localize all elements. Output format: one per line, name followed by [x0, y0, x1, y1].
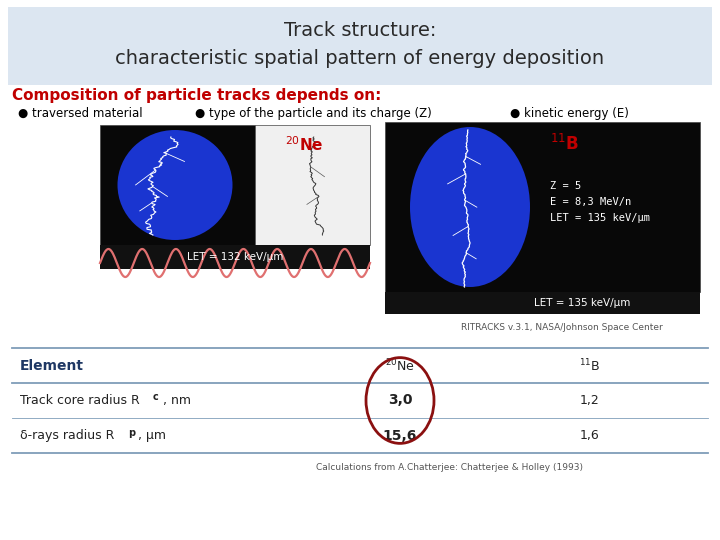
Text: 1,2: 1,2 [580, 394, 600, 407]
Text: Track core radius R: Track core radius R [20, 394, 140, 407]
Ellipse shape [410, 127, 530, 287]
Bar [8, 7, 712, 85]
Bar [385, 292, 700, 314]
Text: , μm: , μm [138, 429, 166, 442]
Ellipse shape [117, 130, 233, 240]
Text: characteristic spatial pattern of energy deposition: characteristic spatial pattern of energy… [115, 49, 605, 68]
Bar [255, 125, 370, 245]
Text: RITRACKS v.3.1, NASA/Johnson Space Center: RITRACKS v.3.1, NASA/Johnson Space Cente… [461, 323, 663, 333]
Text: $^{11}$B: $^{11}$B [580, 357, 600, 374]
Text: Element: Element [20, 359, 84, 373]
Text: $^{20}$Ne: $^{20}$Ne [385, 357, 415, 374]
Text: ● type of the particle and its charge (Z): ● type of the particle and its charge (Z… [195, 106, 432, 119]
Text: p: p [128, 428, 135, 437]
Text: $^{20}$Ne: $^{20}$Ne [285, 136, 323, 154]
Text: 1,6: 1,6 [580, 429, 600, 442]
Bar [100, 125, 255, 245]
Text: Calculations from A.Chatterjee: Chatterjee & Holley (1993): Calculations from A.Chatterjee: Chatterj… [317, 463, 583, 472]
Text: , nm: , nm [163, 394, 191, 407]
Bar [385, 122, 700, 292]
Text: LET = 132 keV/μm: LET = 132 keV/μm [186, 252, 283, 262]
Bar [100, 245, 370, 269]
Text: δ-rays radius R: δ-rays radius R [20, 429, 114, 442]
Text: ● kinetic energy (E): ● kinetic energy (E) [510, 106, 629, 119]
Text: Track structure:: Track structure: [284, 21, 436, 39]
Text: 15,6: 15,6 [383, 429, 417, 442]
Text: c: c [153, 393, 158, 402]
Text: $^{11}$B: $^{11}$B [550, 134, 579, 154]
Text: Composition of particle tracks depends on:: Composition of particle tracks depends o… [12, 88, 382, 103]
Text: Z = 5
E = 8,3 MeV/n
LET = 135 keV/μm: Z = 5 E = 8,3 MeV/n LET = 135 keV/μm [550, 180, 650, 224]
Text: LET = 135 keV/μm: LET = 135 keV/μm [534, 298, 630, 308]
Text: ● traversed material: ● traversed material [18, 106, 143, 119]
Text: 3,0: 3,0 [388, 394, 413, 408]
